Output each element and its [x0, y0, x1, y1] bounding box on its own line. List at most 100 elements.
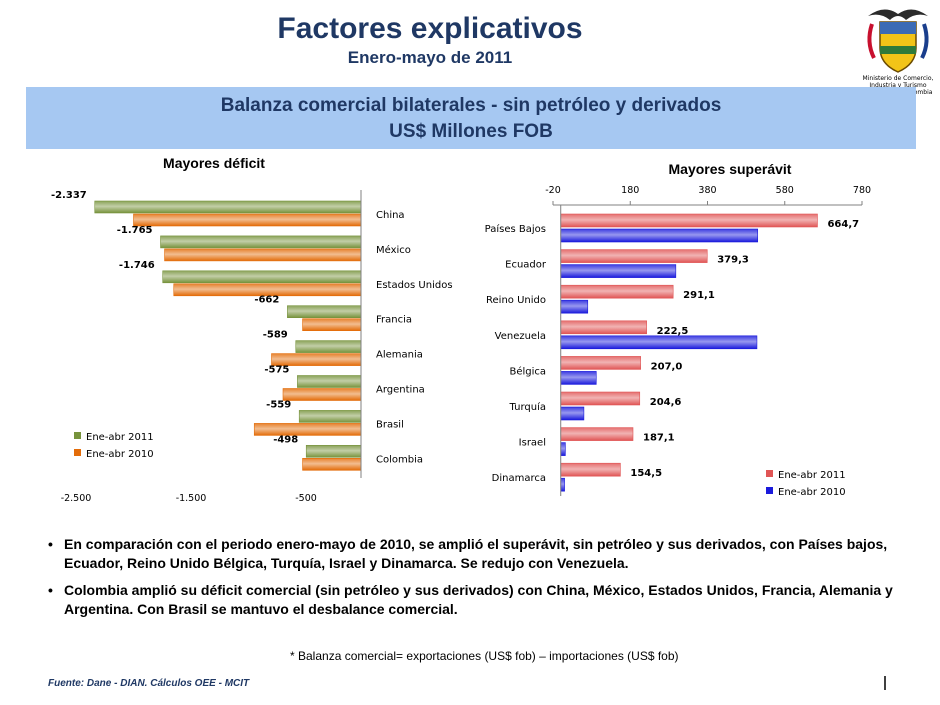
data-label: 207,0: [651, 361, 683, 372]
source-note: Fuente: Dane - DIAN. Cálculos OEE - MCIT: [48, 678, 250, 689]
commentary: • En comparación con el periodo enero-ma…: [48, 535, 898, 627]
chart-title: Mayores déficit: [163, 155, 265, 171]
data-label: -559: [266, 399, 291, 410]
bar: [560, 391, 641, 406]
bar: [560, 264, 677, 278]
bar: [560, 356, 641, 370]
bar: [162, 270, 362, 284]
data-label: 154,5: [630, 468, 662, 479]
chart-title: Mayores superávit: [669, 161, 792, 177]
page-title: Factores explicativos: [277, 12, 583, 45]
tick-label: 380: [698, 185, 716, 196]
commentary-text: Colombia amplió su déficit comercial (si…: [64, 582, 893, 617]
bar: [298, 410, 362, 423]
category-label: Estados Unidos: [376, 280, 453, 291]
data-label: -1.765: [117, 225, 153, 236]
bar: [560, 477, 565, 492]
bar: [160, 235, 362, 249]
bar: [302, 318, 362, 332]
legend-swatch: [766, 470, 773, 477]
bar: [271, 353, 362, 366]
bar: [287, 305, 362, 319]
tick-label: 180: [621, 185, 639, 196]
data-label: 222,5: [657, 326, 689, 337]
category-label: Turquía: [509, 401, 546, 413]
tick-label: 580: [776, 185, 794, 196]
page-subtitle: Enero-mayo de 2011: [347, 48, 513, 67]
bar: [560, 427, 634, 441]
legend-label: Ene-abr 2010: [86, 449, 154, 460]
commentary-item: • Colombia amplió su déficit comercial (…: [48, 581, 898, 619]
data-label: -2.337: [51, 190, 87, 201]
legend-label: Ene-abr 2011: [778, 470, 846, 481]
footnote: * Balanza comercial= exportaciones (US$ …: [290, 649, 679, 663]
category-label: Venezuela: [495, 331, 546, 342]
data-label: 187,1: [643, 433, 675, 444]
category-label: Argentina: [376, 385, 425, 396]
bar: [173, 283, 362, 297]
bar: [560, 406, 585, 421]
category-label: Bélgica: [509, 365, 546, 377]
tick-label: 780: [853, 185, 871, 196]
data-label: 664,7: [827, 219, 859, 230]
bar: [560, 299, 589, 314]
bar: [133, 213, 362, 227]
bar: [297, 375, 362, 388]
data-label: 291,1: [683, 290, 715, 301]
commentary-text: En comparación con el periodo enero-mayo…: [64, 536, 888, 571]
category-label: Reino Unido: [486, 295, 546, 306]
bullet-dot: •: [48, 582, 53, 598]
bar: [305, 444, 362, 458]
commentary-item: • En comparación con el periodo enero-ma…: [48, 535, 898, 573]
legend-swatch: [74, 449, 81, 456]
ministry-line-1: Ministerio de Comercio,: [863, 75, 934, 82]
bar: [560, 335, 758, 350]
category-label: Francia: [376, 315, 412, 326]
legend-swatch: [74, 432, 81, 439]
tick-label: -2.500: [61, 493, 92, 504]
category-label: Alemania: [376, 350, 423, 361]
category-label: Brasil: [376, 419, 404, 430]
bar: [560, 228, 759, 243]
bar: [560, 371, 597, 385]
ministry-line-2: Industria y Turismo: [869, 82, 926, 89]
bar: [282, 388, 362, 401]
data-label: 379,3: [717, 255, 749, 266]
bar: [302, 457, 362, 471]
banner-units: US$ Millones FOB: [389, 121, 553, 142]
data-label: -662: [254, 295, 279, 306]
legend-swatch: [766, 487, 773, 494]
category-label: Colombia: [376, 454, 423, 465]
bar: [560, 462, 621, 477]
bar: [560, 284, 674, 299]
category-label: Ecuador: [505, 260, 547, 271]
bar: [94, 200, 362, 214]
category-label: China: [376, 210, 405, 221]
bar: [560, 442, 566, 456]
data-label: -575: [264, 365, 289, 376]
bar: [164, 248, 362, 262]
colombia-coat-of-arms-logo: Ministerio de Comercio, Industria y Turi…: [863, 9, 934, 96]
category-label: Israel: [519, 438, 546, 449]
data-label: -589: [263, 330, 288, 341]
category-label: México: [376, 244, 411, 256]
tick-label: -500: [295, 493, 317, 504]
bar: [253, 423, 362, 436]
banner-title: Balanza comercial bilaterales - sin petr…: [220, 95, 722, 116]
category-label: Países Bajos: [485, 223, 546, 235]
bar: [295, 340, 362, 353]
legend-label: Ene-abr 2011: [86, 432, 154, 443]
bar: [560, 249, 708, 263]
tick-label: -20: [545, 185, 561, 196]
bar: [560, 320, 647, 335]
bullet-dot: •: [48, 536, 53, 552]
category-label: Dinamarca: [492, 473, 546, 484]
divider: [884, 676, 886, 690]
legend-label: Ene-abr 2010: [778, 487, 846, 498]
data-label: 204,6: [650, 397, 682, 408]
chart-banner: [26, 87, 916, 149]
bar: [560, 213, 818, 228]
data-label: -498: [273, 434, 298, 445]
data-label: -1.746: [119, 260, 155, 271]
tick-label: -1.500: [176, 493, 207, 504]
